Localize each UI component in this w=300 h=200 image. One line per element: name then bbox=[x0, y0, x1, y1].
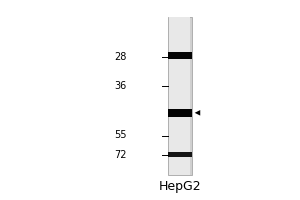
Text: 72: 72 bbox=[114, 150, 126, 160]
Text: 36: 36 bbox=[114, 81, 126, 91]
Bar bbox=[168, 109, 192, 117]
Bar bbox=[168, 17, 192, 175]
Bar bbox=[168, 52, 192, 59]
Bar bbox=[168, 152, 192, 157]
Text: HepG2: HepG2 bbox=[158, 180, 201, 193]
Text: 55: 55 bbox=[114, 130, 126, 140]
Text: 28: 28 bbox=[114, 52, 126, 62]
Bar bbox=[169, 17, 190, 175]
